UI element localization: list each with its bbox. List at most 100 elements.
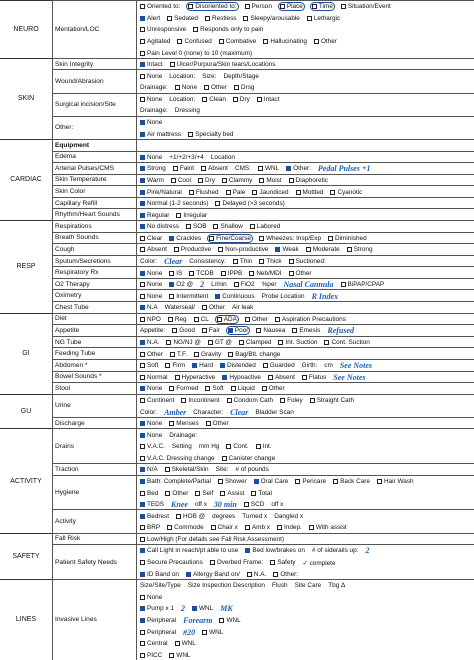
checkbox[interactable] [232, 96, 238, 102]
checkbox[interactable] [259, 259, 265, 265]
checkbox[interactable] [140, 73, 145, 79]
checkbox[interactable] [197, 177, 203, 183]
checkbox[interactable] [140, 247, 145, 253]
checkbox[interactable] [140, 641, 145, 647]
checkbox[interactable] [176, 513, 182, 519]
checkbox[interactable] [193, 351, 199, 357]
checkbox[interactable] [169, 351, 175, 357]
checkbox[interactable] [169, 235, 175, 241]
checkbox[interactable] [227, 328, 233, 334]
checkbox[interactable] [218, 39, 224, 45]
checkbox[interactable] [233, 282, 239, 288]
checkbox[interactable] [169, 293, 175, 299]
checkbox[interactable] [245, 548, 251, 554]
checkbox[interactable] [140, 467, 145, 473]
checkbox[interactable] [230, 386, 236, 392]
checkbox[interactable] [221, 455, 227, 461]
checkbox[interactable] [140, 235, 145, 241]
checkbox[interactable] [259, 177, 265, 183]
checkbox[interactable] [173, 247, 179, 253]
checkbox[interactable] [140, 432, 145, 438]
checkbox[interactable] [340, 4, 346, 10]
checkbox[interactable] [215, 293, 221, 299]
checkbox[interactable] [169, 652, 175, 658]
checkbox[interactable] [140, 513, 145, 519]
checkbox[interactable] [140, 201, 145, 207]
checkbox[interactable] [202, 96, 208, 102]
checkbox[interactable] [140, 131, 145, 137]
checkbox[interactable] [217, 479, 223, 485]
checkbox[interactable] [207, 340, 213, 346]
checkbox[interactable] [288, 177, 294, 183]
checkbox[interactable] [308, 525, 314, 531]
checkbox[interactable] [246, 571, 252, 577]
checkbox[interactable] [140, 606, 145, 612]
checkbox[interactable] [166, 340, 172, 346]
checkbox[interactable] [140, 652, 145, 658]
checkbox[interactable] [140, 316, 145, 322]
checkbox[interactable] [167, 15, 173, 21]
checkbox[interactable] [278, 340, 284, 346]
checkbox[interactable] [169, 282, 175, 288]
checkbox[interactable] [263, 39, 269, 45]
checkbox[interactable] [140, 282, 145, 288]
checkbox[interactable] [244, 525, 250, 531]
checkbox[interactable] [221, 177, 227, 183]
checkbox[interactable] [209, 235, 215, 241]
checkbox[interactable] [185, 224, 191, 230]
checkbox[interactable] [305, 247, 311, 253]
checkbox[interactable] [140, 224, 145, 230]
checkbox[interactable] [251, 490, 257, 496]
checkbox[interactable] [140, 386, 145, 392]
checkbox[interactable] [140, 189, 145, 195]
checkbox[interactable] [192, 606, 197, 612]
checkbox[interactable] [277, 525, 282, 531]
checkbox[interactable] [140, 629, 145, 635]
checkbox[interactable] [253, 479, 259, 485]
checkbox[interactable] [169, 386, 175, 392]
checkbox[interactable] [204, 15, 210, 21]
checkbox[interactable] [220, 270, 226, 276]
checkbox[interactable] [252, 189, 258, 195]
checkbox[interactable] [222, 374, 228, 380]
checkbox[interactable] [140, 374, 145, 380]
checkbox[interactable] [330, 189, 336, 195]
checkbox[interactable] [174, 641, 180, 647]
checkbox[interactable] [201, 166, 207, 172]
checkbox[interactable] [140, 571, 145, 577]
checkbox[interactable] [201, 305, 207, 311]
checkbox[interactable] [275, 247, 281, 253]
checkbox[interactable] [313, 39, 319, 45]
checkbox[interactable] [205, 421, 211, 427]
checkbox[interactable] [140, 177, 145, 183]
checkbox[interactable] [244, 4, 250, 10]
checkbox[interactable] [140, 120, 145, 126]
checkbox[interactable] [280, 397, 286, 403]
checkbox[interactable] [188, 189, 194, 195]
checkbox[interactable] [140, 594, 145, 600]
checkbox[interactable] [140, 548, 145, 554]
checkbox[interactable] [340, 282, 346, 288]
checkbox[interactable] [174, 85, 180, 91]
checkbox[interactable] [270, 560, 276, 566]
checkbox[interactable] [292, 328, 298, 334]
checkbox[interactable] [346, 247, 352, 253]
checkbox[interactable] [218, 247, 224, 253]
checkbox[interactable] [189, 270, 195, 276]
checkbox[interactable] [209, 560, 215, 566]
checkbox[interactable] [262, 363, 268, 369]
checkbox[interactable] [226, 444, 232, 450]
checkbox[interactable] [140, 421, 145, 427]
checkbox[interactable] [170, 177, 176, 183]
checkbox[interactable] [185, 571, 191, 577]
checkbox[interactable] [220, 363, 226, 369]
checkbox[interactable] [193, 316, 199, 322]
checkbox[interactable] [267, 374, 273, 380]
checkbox[interactable] [311, 4, 317, 10]
checkbox[interactable] [256, 96, 262, 102]
checkbox[interactable] [140, 502, 145, 508]
checkbox[interactable] [169, 270, 175, 276]
checkbox[interactable] [140, 617, 145, 623]
checkbox[interactable] [172, 328, 178, 334]
checkbox[interactable] [205, 386, 211, 392]
